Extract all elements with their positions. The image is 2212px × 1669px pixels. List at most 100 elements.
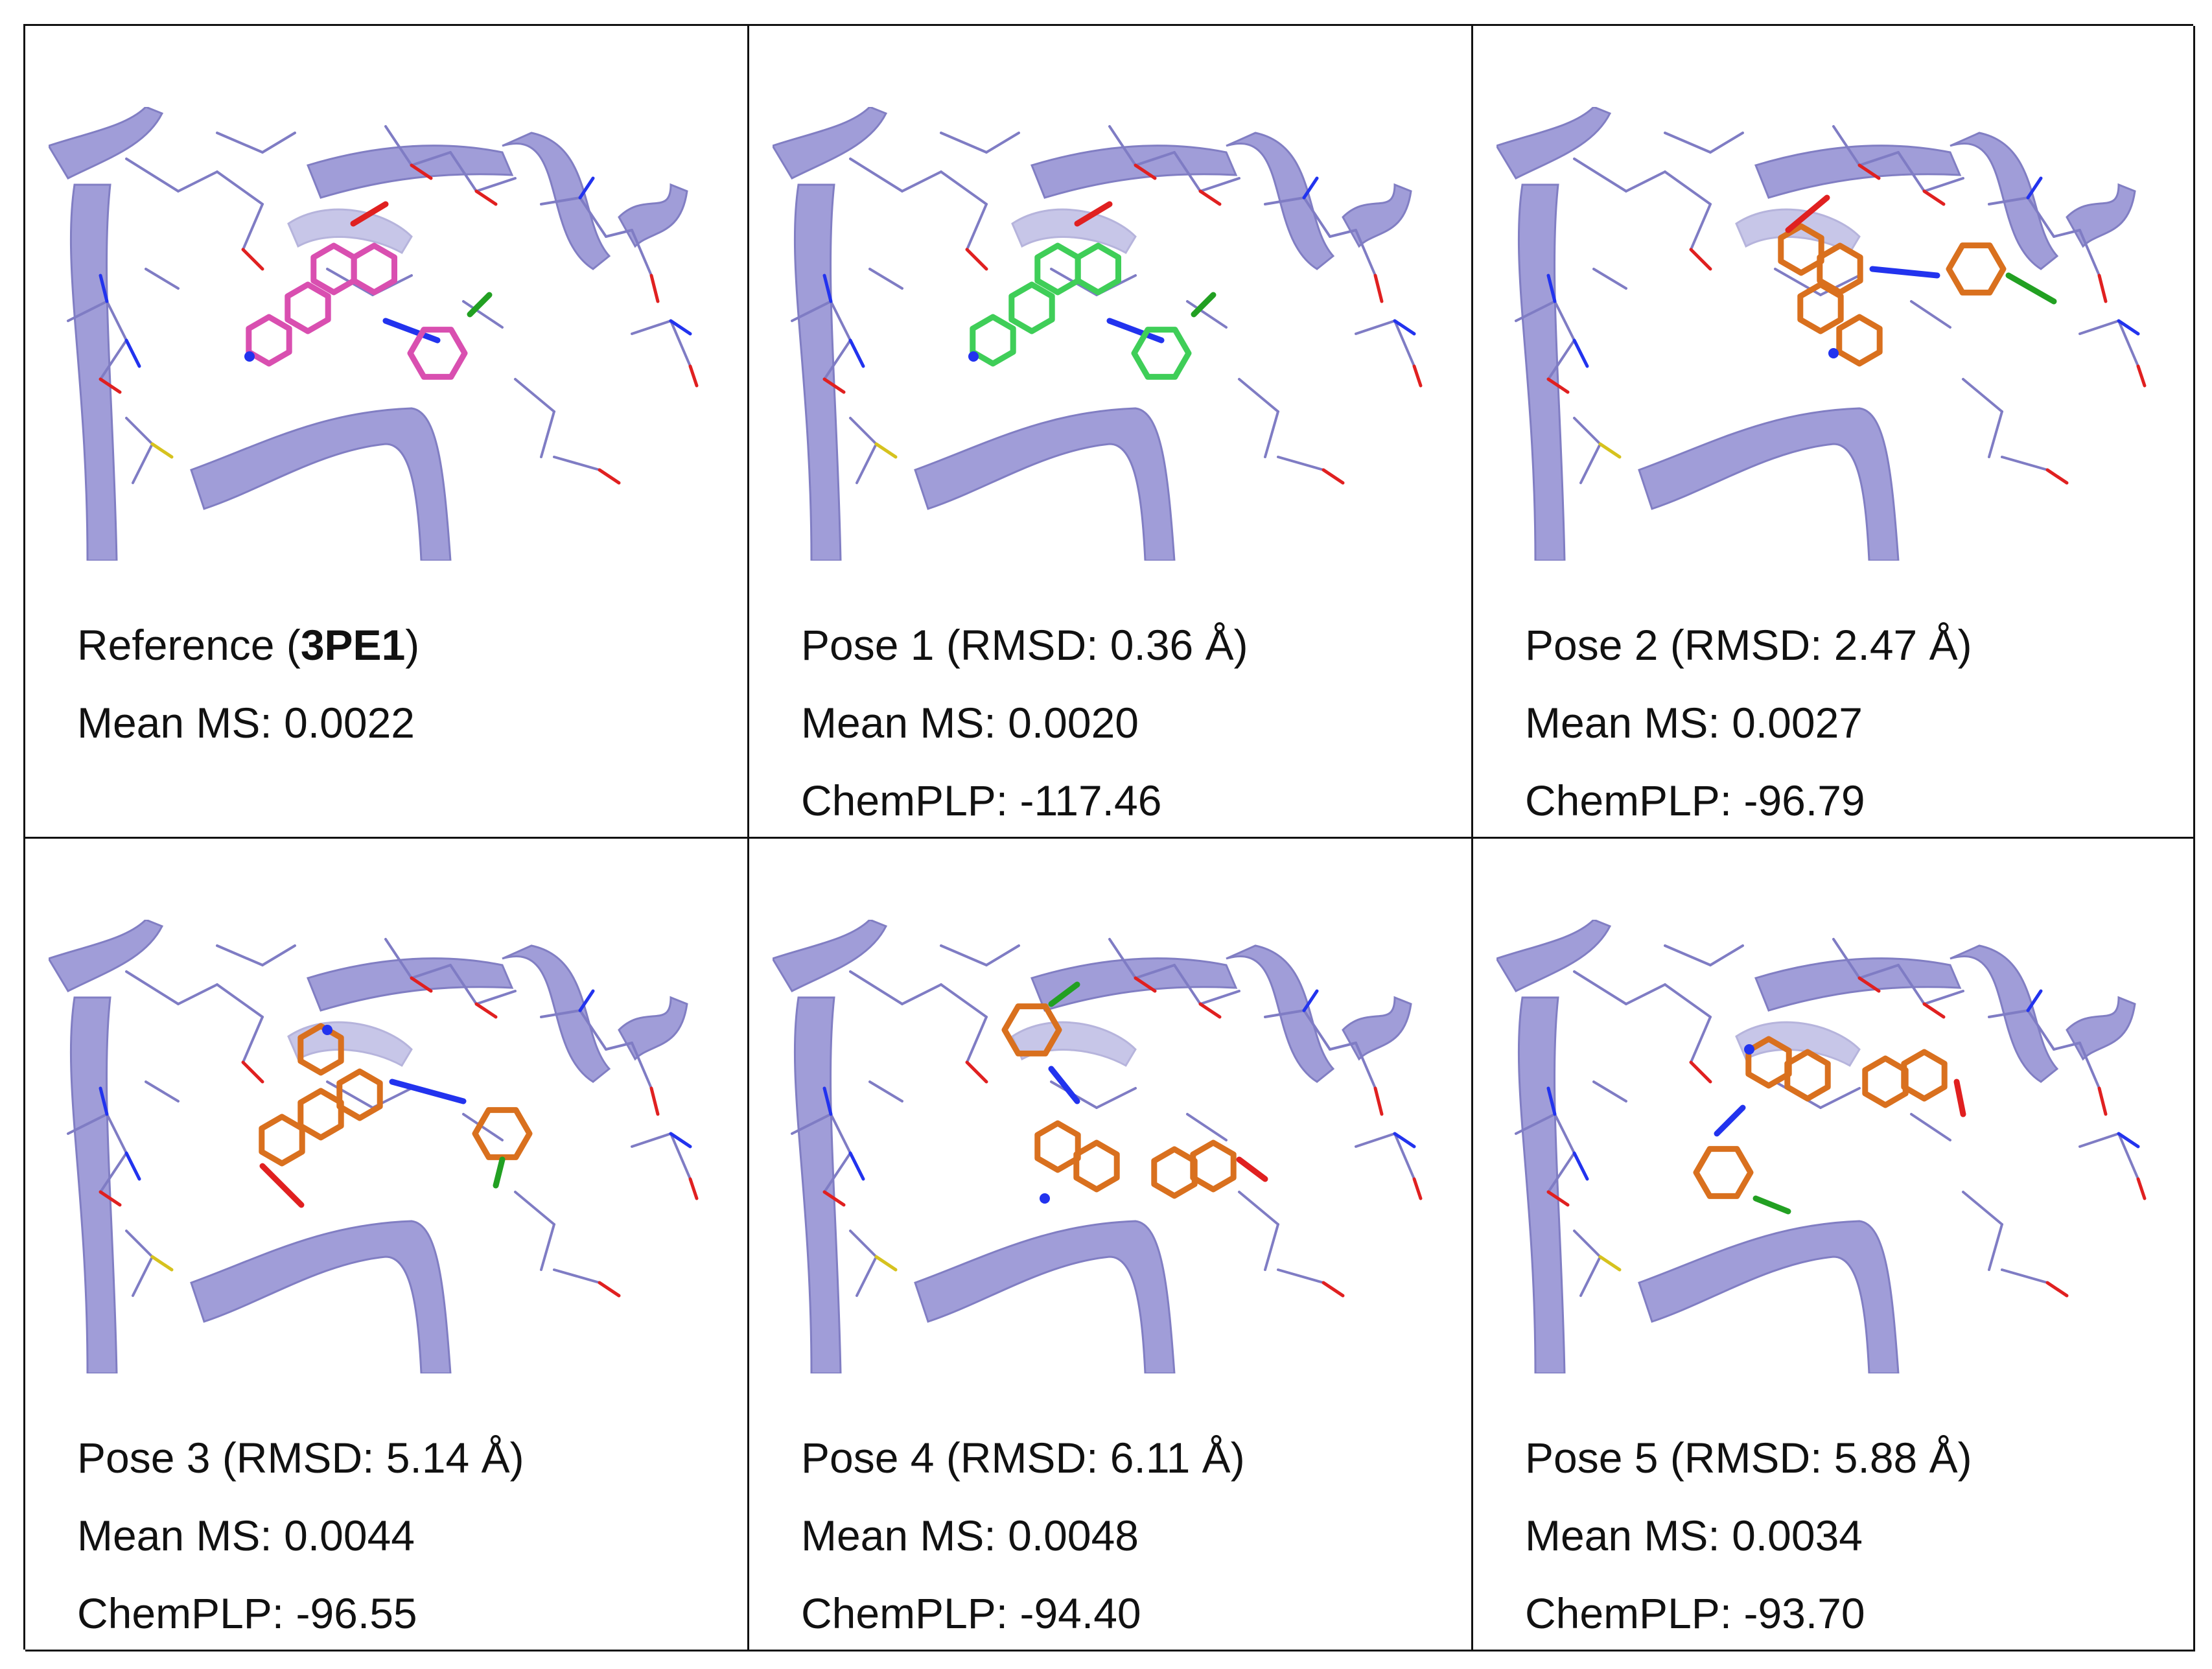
ligand-ring xyxy=(1151,1146,1198,1199)
heteroatom-bond xyxy=(669,1132,692,1149)
protein-ribbon xyxy=(914,1220,1176,1373)
side-chain-bond xyxy=(940,944,988,966)
side-chain-bond xyxy=(849,158,903,193)
side-chain-bond xyxy=(849,970,903,1005)
panel-caption: Pose 1 (RMSD: 0.36 Å) Mean MS: 0.0020 Ch… xyxy=(801,606,1458,837)
mean-ms: Mean MS: 0.0020 xyxy=(801,699,1139,747)
side-chain-bond xyxy=(669,1132,692,1180)
side-chain-bond xyxy=(1988,410,2003,458)
panel-title: Pose 2 (RMSD: 2.47 Å) xyxy=(1525,621,1972,669)
protein-ribbon xyxy=(1754,957,1962,1012)
panel-title: Pose 4 (RMSD: 6.11 Å) xyxy=(801,1434,1245,1482)
side-chain-bond xyxy=(631,229,653,277)
heteroatom-bond xyxy=(1598,442,1622,459)
protein-ribbon xyxy=(618,996,688,1061)
side-chain-bond xyxy=(1186,300,1228,329)
side-chain-bond xyxy=(410,964,452,979)
side-chain-bond xyxy=(1819,1087,1861,1109)
binding-site-render xyxy=(1496,107,2151,561)
side-chain-bond xyxy=(540,196,581,205)
heteroatom-bond xyxy=(124,338,141,368)
molecule-render xyxy=(773,920,1423,1373)
protein-ribbon xyxy=(1638,1220,1900,1373)
ligand-ring xyxy=(970,314,1016,367)
heteroatom-bond xyxy=(1689,248,1712,271)
side-chain-bond xyxy=(2078,1042,2101,1090)
side-chain-bond xyxy=(384,938,413,979)
side-chain-bond xyxy=(2001,456,2049,471)
heteroatom-bond xyxy=(598,1281,621,1298)
side-chain-bond xyxy=(326,1080,374,1109)
heteroatom-bond xyxy=(1546,377,1570,394)
panel-caption: Pose 2 (RMSD: 2.47 Å) Mean MS: 0.0027 Ch… xyxy=(1525,606,2180,837)
side-chain-bond xyxy=(901,170,942,193)
side-chain-bond xyxy=(1664,132,1712,154)
side-chain-bond xyxy=(475,990,517,1005)
side-chain-bond xyxy=(1515,300,1556,322)
protein-ribbon xyxy=(190,407,452,561)
side-chain-bond xyxy=(868,268,903,290)
heteroatom-bond xyxy=(1198,189,1222,206)
molecule-render xyxy=(773,107,1423,561)
carboxyl-bond xyxy=(350,201,389,227)
side-chain-bond xyxy=(1573,417,1601,445)
ligand-ring xyxy=(310,242,357,296)
panel-title: Reference (3PE1) xyxy=(77,606,734,684)
side-chain-bond xyxy=(579,196,607,238)
heteroatom-bond xyxy=(2117,1132,2140,1149)
nitrogen-atom xyxy=(968,351,979,362)
mean-ms: Mean MS: 0.0048 xyxy=(801,1511,1139,1559)
protein-ribbon xyxy=(773,107,888,180)
protein-ribbon xyxy=(793,996,842,1373)
docked-ligand xyxy=(968,201,1217,380)
heteroatom-bond xyxy=(1134,163,1157,180)
ligand-ring xyxy=(1778,223,1824,276)
heteroatom-bond xyxy=(241,248,264,271)
panel-pose-2: Pose 2 (RMSD: 2.47 Å) Mean MS: 0.0027 Ch… xyxy=(1473,26,2195,839)
side-chain-bond xyxy=(1264,196,1305,205)
side-chain-bond xyxy=(1547,1152,1576,1193)
side-chain-bond xyxy=(145,268,180,290)
panel-caption: Reference (3PE1) Mean MS: 0.0022 xyxy=(77,606,734,762)
heteroatom-bond xyxy=(1857,163,1881,180)
heteroatom-bond xyxy=(2097,274,2108,303)
heteroatom-bond xyxy=(965,1060,988,1084)
side-chain-bond xyxy=(177,170,218,193)
protein-ribbon xyxy=(2066,183,2136,248)
molecule-render xyxy=(49,920,699,1373)
title-suffix: ) xyxy=(405,621,420,669)
panel-pose-5: Pose 5 (RMSD: 5.88 Å) Mean MS: 0.0034 Ch… xyxy=(1473,839,2195,1651)
protein-ribbon xyxy=(1342,996,1412,1061)
heteroatom-bond xyxy=(1198,1002,1222,1019)
binding-site-render xyxy=(49,920,703,1373)
protein-ribbon xyxy=(306,957,514,1012)
side-chain-bond xyxy=(966,203,988,251)
amine-bond xyxy=(1869,266,1940,279)
binding-site-render xyxy=(1496,920,2151,1373)
side-chain-bond xyxy=(1108,938,1137,979)
side-chain-bond xyxy=(631,320,672,335)
chlorine-bond xyxy=(467,292,493,318)
side-chain-bond xyxy=(125,158,180,193)
side-chain-bond xyxy=(1264,410,1279,458)
ligand-ring xyxy=(1862,1055,1909,1108)
side-chain-bond xyxy=(1303,196,1331,238)
side-chain-bond xyxy=(1238,378,1279,413)
protein-ribbon xyxy=(1226,944,1335,1083)
protein-backdrop xyxy=(1496,107,2147,561)
side-chain-bond xyxy=(2117,1132,2139,1180)
side-chain-bond xyxy=(1910,1113,1951,1141)
heteroatom-bond xyxy=(150,442,174,459)
heteroatom-bond xyxy=(1393,319,1416,336)
side-chain-bond xyxy=(2053,1042,2081,1051)
side-chain-bond xyxy=(2078,320,2120,335)
protein-ribbon xyxy=(69,996,118,1373)
side-chain-bond xyxy=(242,203,264,251)
side-chain-bond xyxy=(985,944,1020,966)
panel-pose-3: Pose 3 (RMSD: 5.14 Å) Mean MS: 0.0044 Ch… xyxy=(25,839,749,1651)
side-chain-bond xyxy=(605,229,633,238)
nitrogen-atom xyxy=(1828,348,1839,358)
heteroatom-bond xyxy=(1373,1086,1384,1116)
ligand-ring xyxy=(351,242,397,296)
protein-ribbon xyxy=(1638,407,1900,561)
